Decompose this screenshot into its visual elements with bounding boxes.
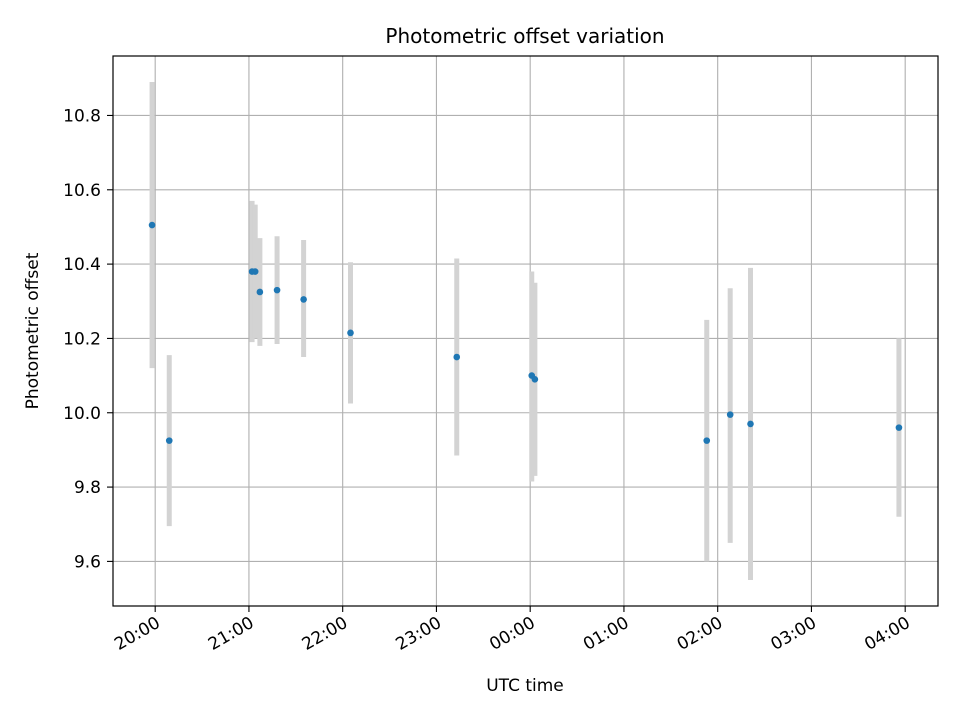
data-point [148,221,156,229]
y-tick-label: 10.0 [63,404,101,424]
data-point [747,420,754,428]
plot-area-frame [112,55,939,607]
data-point [165,437,173,444]
y-tick-label: 10.4 [63,255,101,275]
data-point [703,437,711,444]
data-points [148,221,903,444]
chart-title: Photometric offset variation [385,24,664,48]
y-tick-label: 9.6 [74,552,101,572]
y-tick-label: 10.8 [63,106,101,126]
x-axis-label: UTC time [486,676,564,696]
data-point [726,411,734,418]
y-axis-ticks: 9.6 9.8 10.0 10.2 10.4 10.6 10.8 [63,106,113,572]
data-point [347,329,354,337]
data-point [251,268,259,275]
data-point [895,424,903,431]
y-tick-label: 10.6 [63,181,101,201]
data-point [273,286,281,294]
y-tick-label: 9.8 [74,478,101,498]
data-point [453,353,461,361]
y-axis-label: Photometric offset [23,252,43,409]
data-point [300,296,307,303]
data-point [531,376,539,383]
y-tick-label: 10.2 [63,329,101,349]
data-point [256,288,264,296]
